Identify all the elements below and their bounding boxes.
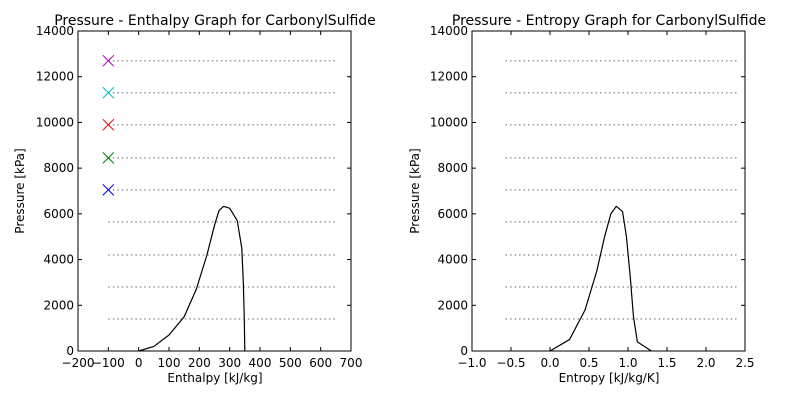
x-tick-label: 600 [309, 356, 332, 370]
entropy-chart: Pressure - Entropy Graph for CarbonylSul… [408, 13, 766, 385]
y-tick-label: 8000 [437, 161, 468, 175]
enthalpy-chart: Pressure - Enthalpy Graph for CarbonylSu… [13, 13, 376, 385]
y-tick-label: 2000 [437, 298, 468, 312]
y-tick-label: 10000 [430, 115, 468, 129]
y-axis-label: Pressure [kPa] [408, 148, 422, 233]
chart-title: Pressure - Entropy Graph for CarbonylSul… [452, 13, 766, 29]
state-marker [102, 86, 115, 99]
x-tick-label: 1.5 [657, 356, 676, 370]
y-tick-label: 10000 [36, 115, 74, 129]
y-tick-label: 6000 [437, 207, 468, 221]
x-tick-label: 400 [249, 356, 272, 370]
y-tick-label: 0 [460, 344, 468, 358]
x-tick-label: 300 [218, 356, 241, 370]
y-tick-label: 12000 [36, 70, 74, 84]
plot-frame [471, 30, 746, 352]
plot-frame [77, 30, 352, 352]
x-tick-label: −1.0 [457, 356, 486, 370]
y-tick-label: 2000 [43, 298, 74, 312]
state-marker [102, 118, 115, 131]
saturation-curve [138, 205, 246, 352]
x-tick-label: 200 [188, 356, 211, 370]
state-marker [102, 54, 115, 67]
y-tick-label: 0 [66, 344, 74, 358]
x-tick-label: 0 [135, 356, 143, 370]
y-tick-label: 8000 [43, 161, 74, 175]
x-axis-label: Entropy [kJ/kg/K] [559, 371, 660, 385]
y-tick-label: 4000 [43, 253, 74, 267]
x-axis-label: Enthalpy [kJ/kg] [167, 371, 262, 385]
y-tick-label: 12000 [430, 70, 468, 84]
y-tick-label: 6000 [43, 207, 74, 221]
state-marker [102, 184, 115, 196]
y-axis-label: Pressure [kPa] [13, 148, 27, 233]
x-tick-label: 0.5 [579, 356, 598, 370]
x-tick-label: 100 [158, 356, 181, 370]
x-tick-label: 2.0 [696, 356, 715, 370]
y-tick-label: 14000 [36, 24, 74, 38]
x-tick-label: −200 [62, 356, 95, 370]
state-marker [102, 152, 115, 164]
x-tick-label: −0.5 [496, 356, 525, 370]
x-tick-label: 1.0 [618, 356, 637, 370]
saturation-curve [549, 205, 652, 352]
y-tick-label: 14000 [430, 24, 468, 38]
x-tick-label: 500 [279, 356, 302, 370]
chart-title: Pressure - Enthalpy Graph for CarbonylSu… [54, 13, 376, 29]
x-tick-label: 0.0 [540, 356, 559, 370]
x-tick-label: 2.5 [735, 356, 754, 370]
x-tick-label: 700 [340, 356, 363, 370]
x-tick-label: −100 [92, 356, 125, 370]
y-tick-label: 4000 [437, 253, 468, 267]
